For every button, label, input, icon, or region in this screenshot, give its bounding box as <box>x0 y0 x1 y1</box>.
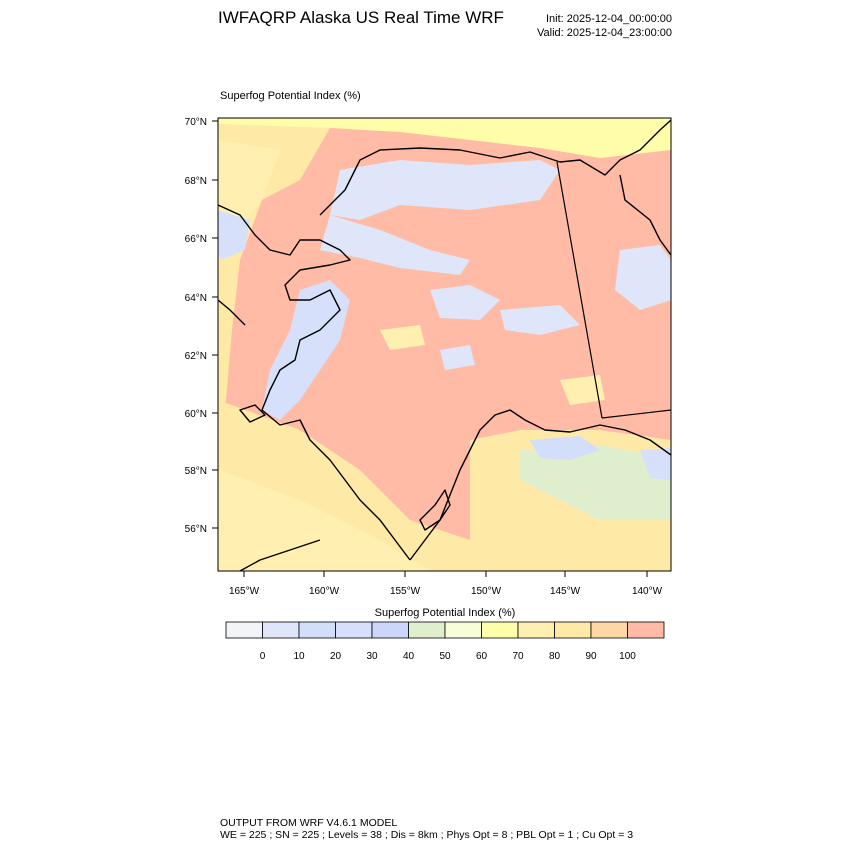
aleutian-chain <box>239 539 321 571</box>
superfog-field <box>218 118 671 571</box>
colorbar-box <box>335 621 373 639</box>
colorbar-tick-label: 90 <box>585 651 597 662</box>
lat-ticks <box>212 120 218 529</box>
field-seward-blue <box>218 210 250 260</box>
colorbar-tick-label: 60 <box>476 651 488 662</box>
field-label: Superfog Potential Index (%) <box>220 90 361 102</box>
colorbar-box <box>481 621 519 639</box>
field-gulf-blue <box>530 436 600 460</box>
south-coastline <box>409 409 671 561</box>
colorbar-tick-label: 0 <box>260 651 266 662</box>
lat-labels: 70°N 68°N 66°N 64°N 62°N 60°N 58°N 56°N <box>185 117 207 535</box>
field-southwest-ocean-light <box>218 470 430 571</box>
lon-ticks <box>243 571 648 577</box>
lat-label-56: 56°N <box>185 524 207 535</box>
colorbar-tick-label: 50 <box>439 651 451 662</box>
map-frame <box>217 117 672 572</box>
field-north-blue-2 <box>320 215 470 275</box>
field-norton-blue <box>262 280 350 420</box>
lon-labels: 165°W 160°W 155°W 150°W 145°W 140°W <box>229 586 663 597</box>
field-interior-patch-6 <box>560 375 605 405</box>
footer-config-line: WE = 225 ; SN = 225 ; Levels = 38 ; Dis … <box>220 829 634 841</box>
colorbar <box>225 621 665 639</box>
field-arctic-strip <box>218 118 671 158</box>
lon-label-155: 155°W <box>390 586 421 597</box>
field-interior-patch-1 <box>430 285 500 320</box>
field-gulf-blue-east <box>640 448 671 480</box>
coastlines <box>218 119 671 571</box>
colorbar-tick-label: 80 <box>549 651 561 662</box>
lat-label-64: 64°N <box>185 293 207 304</box>
lon-label-165: 165°W <box>229 586 260 597</box>
field-bering-north <box>218 140 280 230</box>
colorbar-box <box>554 621 592 639</box>
field-interior-patch-5 <box>380 325 425 350</box>
stlawrence-coast <box>218 299 246 326</box>
lat-label-68: 68°N <box>185 176 207 187</box>
lon-label-160: 160°W <box>309 586 340 597</box>
colorbar-box <box>627 621 665 639</box>
colorbar-box <box>517 621 555 639</box>
kodiak-island <box>419 489 451 531</box>
colorbar-title: Superfog Potential Index (%) <box>374 607 516 619</box>
colorbar-tick-label: 70 <box>512 651 524 662</box>
field-interior-patch-3 <box>615 245 671 310</box>
model-footer: OUTPUT FROM WRF V4.6.1 MODEL WE = 225 ; … <box>220 817 633 841</box>
lat-label-58: 58°N <box>185 466 207 477</box>
lon-label-145: 145°W <box>550 586 581 597</box>
colorbar-tick-label: 40 <box>403 651 415 662</box>
lon-label-150: 150°W <box>471 586 502 597</box>
lat-label-60: 60°N <box>185 409 207 420</box>
lon-label-140: 140°W <box>632 586 663 597</box>
field-interior-patch-2 <box>500 305 580 335</box>
colorbar-box <box>225 621 263 639</box>
colorbar-box <box>444 621 482 639</box>
colorbar-box <box>262 621 300 639</box>
west-coastline <box>218 204 411 561</box>
political-borders <box>556 161 671 419</box>
canada-coastline <box>619 174 671 256</box>
colorbar-box <box>298 621 336 639</box>
alaska-bc-border <box>601 409 671 419</box>
colorbar-box <box>371 621 409 639</box>
footer-model-line: OUTPUT FROM WRF V4.6.1 MODEL <box>220 817 398 829</box>
colorbar-box <box>408 621 446 639</box>
field-north-blue <box>330 160 560 220</box>
lat-label-62: 62°N <box>185 351 207 362</box>
field-gulf-green <box>520 445 671 520</box>
alaska-yukon-border <box>556 161 603 419</box>
colorbar-labels: 0 10 20 30 40 50 60 70 80 90 100 <box>260 651 637 662</box>
lat-label-66: 66°N <box>185 234 207 245</box>
chart-title: IWFAQRP Alaska US Real Time WRF <box>218 8 504 27</box>
valid-time: Valid: 2025-12-04_23:00:00 <box>537 27 672 39</box>
run-times: Init: 2025-12-04_00:00:00 Valid: 2025-12… <box>537 12 672 40</box>
arctic-coastline <box>319 119 671 216</box>
colorbar-tick-label: 10 <box>293 651 305 662</box>
nunivak-island <box>239 404 266 423</box>
colorbar-box <box>590 621 628 639</box>
colorbar-tick-label: 100 <box>619 651 636 662</box>
lat-label-70: 70°N <box>185 117 207 128</box>
colorbar-tick-label: 20 <box>330 651 342 662</box>
init-time: Init: 2025-12-04_00:00:00 <box>546 13 672 25</box>
field-interior-patch-4 <box>440 345 475 370</box>
colorbar-tick-label: 30 <box>366 651 378 662</box>
